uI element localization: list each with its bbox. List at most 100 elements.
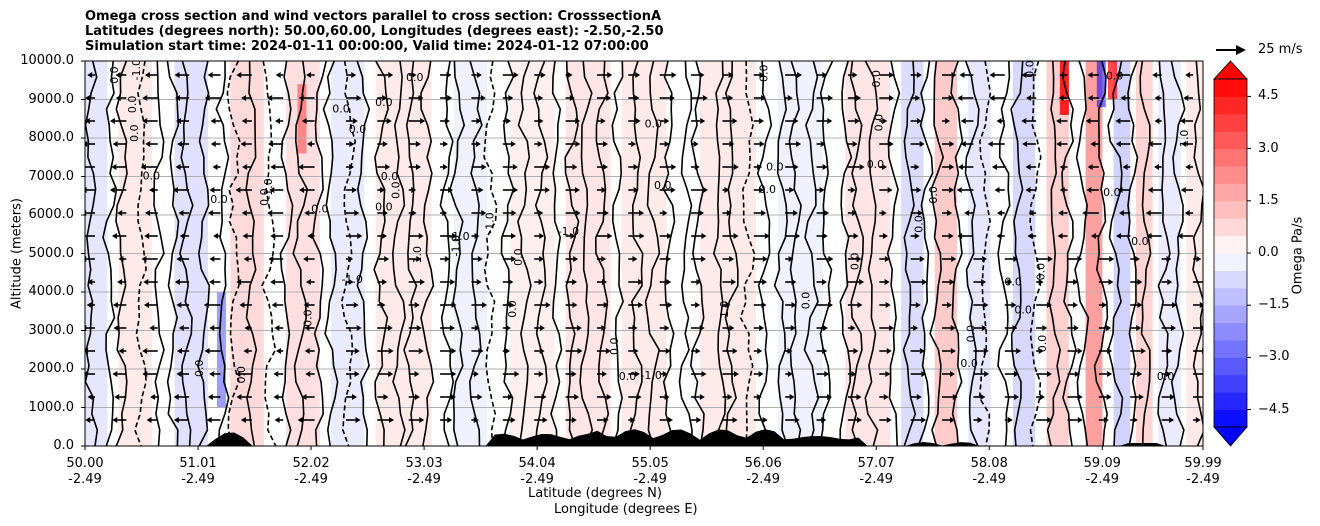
contour-line-2 [115, 61, 128, 446]
contour-line-3 [134, 61, 147, 446]
wind-vector-head-222 [507, 394, 513, 400]
wind-vector-head-338 [759, 118, 765, 124]
wind-vector-head-229 [544, 187, 550, 193]
wind-vector-head-571 [1200, 325, 1203, 331]
wind-vector-head-257 [606, 95, 612, 101]
wind-vector-head-356 [793, 164, 799, 170]
wind-vector-head-521 [1108, 279, 1114, 285]
wind-vector-head-112 [306, 72, 312, 78]
colorbar-extend-min [1213, 426, 1248, 447]
contour-line-62 [1074, 61, 1090, 446]
contour-line-59 [1029, 61, 1042, 446]
colorbar-level-5 [1214, 322, 1247, 341]
contour-line-67 [1157, 61, 1171, 446]
wind-vector-head-496 [1059, 72, 1065, 78]
wind-vector-head-413 [885, 371, 891, 377]
wind-vector-head-371 [820, 141, 826, 147]
contour-line-35 [644, 61, 661, 446]
wind-vector-head-320 [728, 72, 734, 78]
wind-vector-head-385 [856, 95, 862, 101]
wind-vector-head-182 [442, 210, 448, 216]
wind-vector-head-58 [176, 302, 182, 308]
wind-vector-head-378 [827, 302, 833, 308]
wind-vector-head-538 [1137, 302, 1143, 308]
contour-label-33: 0.0 [912, 215, 925, 233]
y-tick-label-6: 6000.0 [28, 207, 75, 222]
wind-vector-head-135 [357, 233, 363, 239]
wind-vector-head-142 [351, 394, 357, 400]
shade-core-1 [1096, 61, 1106, 108]
wind-vector-head-510 [1077, 394, 1083, 400]
wind-vector-head-421 [916, 187, 922, 193]
wind-vector-head-214 [511, 210, 517, 216]
wind-vector-head-315 [699, 325, 705, 331]
wind-vector-head-68 [212, 164, 218, 170]
wind-vector-head-37 [149, 187, 155, 193]
wind-vector-head-397 [851, 371, 857, 377]
x-tick-lat-5: 55.05 [631, 456, 669, 471]
wind-vector-head-237 [538, 371, 544, 377]
wind-vector-head-476 [1016, 348, 1022, 354]
contour-line-66 [1139, 61, 1152, 446]
wind-vector-head-294 [662, 210, 668, 216]
wind-vector-head-100 [270, 164, 276, 170]
wind-vector-head-349 [758, 371, 764, 377]
contour-line-8 [215, 61, 230, 446]
contour-label-10: 0.0 [311, 202, 329, 215]
wind-vector-head-384 [852, 72, 858, 78]
wind-vector-head-40 [141, 256, 147, 262]
wind-vector-head-351 [762, 417, 768, 423]
wind-vector-head-333 [733, 371, 739, 377]
wind-vector-head-264 [601, 256, 607, 262]
wind-vector-head-366 [789, 394, 795, 400]
wind-vector-head-20 [111, 164, 117, 170]
wind-vector-head-198 [481, 210, 487, 216]
contour-label-45: 0.0 [1004, 276, 1022, 289]
wind-vector-head-152 [384, 256, 390, 262]
wind-vector-head-171 [416, 325, 422, 331]
wind-vector-head-417 [915, 95, 921, 101]
colorbar-level-9 [1214, 253, 1247, 271]
wind-vector-head-292 [671, 164, 677, 170]
wind-vector-head-139 [356, 325, 362, 331]
wind-vector-head-148 [385, 164, 391, 170]
wind-vector-head-324 [733, 164, 739, 170]
wind-vector-head-262 [603, 210, 609, 216]
wind-vector-head-23 [111, 233, 117, 239]
wind-vector-head-282 [638, 302, 644, 308]
contour-line-27 [517, 61, 532, 446]
wind-vector-head-71 [213, 233, 219, 239]
wind-vector-head-82 [241, 118, 247, 124]
wind-vector-head-367 [794, 417, 800, 423]
wind-vector-head-242 [575, 118, 581, 124]
contour-line-43 [773, 61, 789, 446]
wind-vector-head-463 [977, 417, 983, 423]
wind-vector-head-226 [538, 118, 544, 124]
wind-vector-head-146 [386, 118, 392, 124]
wind-vector-head-281 [638, 279, 644, 285]
wind-vector-head-495 [1047, 417, 1053, 423]
wind-vector-head-86 [241, 210, 247, 216]
wind-vector-head-283 [632, 325, 638, 331]
wind-vector-head-386 [854, 118, 860, 124]
y-tick-label-1: 1000.0 [28, 399, 75, 415]
wind-vector-head-53 [172, 187, 178, 193]
wind-vector-head-393 [859, 279, 865, 285]
wind-vector-head-489 [1038, 279, 1044, 285]
wind-vector-head-440 [951, 256, 957, 262]
wind-vector-head-339 [759, 141, 765, 147]
wind-vector-head-556 [1167, 348, 1173, 354]
wind-vector-head-243 [575, 141, 581, 147]
wind-vector-head-2 [85, 118, 90, 124]
wind-vector-head-306 [700, 118, 706, 124]
contour-label-35: 0.0 [965, 325, 978, 343]
wind-vector-head-438 [947, 210, 953, 216]
wind-vector-head-81 [241, 95, 247, 101]
wind-vector-head-420 [914, 164, 920, 170]
wind-vector-head-220 [505, 348, 511, 354]
contour-label-17: 0.0 [332, 103, 350, 116]
wind-vector-head-7 [78, 233, 83, 239]
wind-vector-head-396 [853, 348, 859, 354]
wind-vector-head-398 [856, 394, 862, 400]
contour-line-16 [340, 61, 357, 446]
